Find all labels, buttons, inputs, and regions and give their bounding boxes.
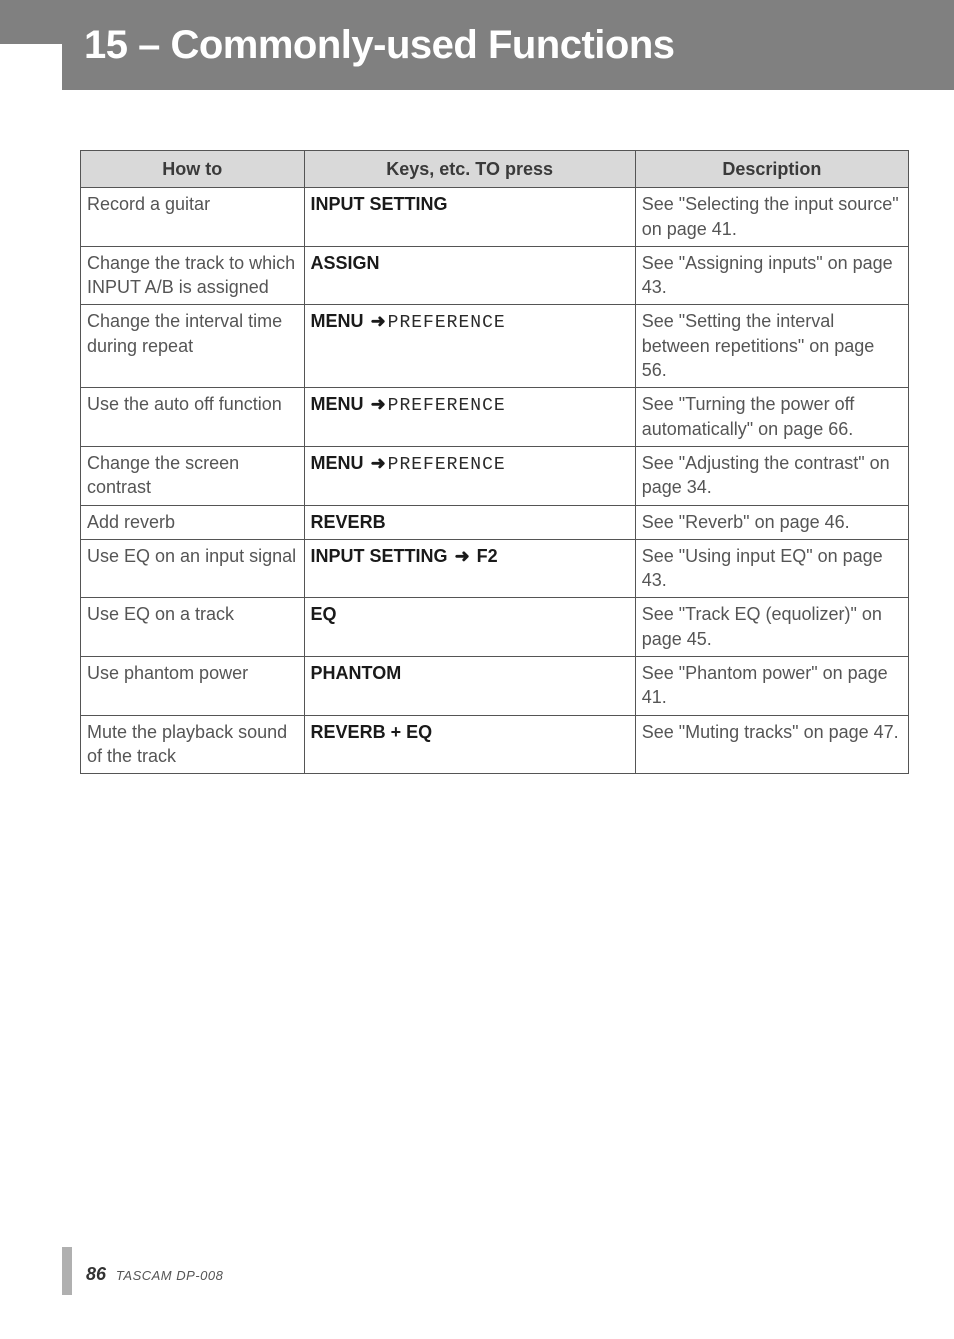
key-text: PREFERENCE [388, 455, 506, 475]
chapter-header: 15 – Commonly-used Functions [62, 0, 954, 90]
key-text: INPUT SETTING [311, 194, 448, 214]
table-row: Use EQ on a track EQ See "Track EQ (equol… [81, 598, 909, 657]
table-row: Record a guitar INPUT SETTING See "Select… [81, 188, 909, 247]
cell-keys: INPUT SETTING ➜ F2 [304, 539, 635, 598]
arrow-icon: ➜ [369, 453, 388, 473]
key-text: PREFERENCE [388, 396, 506, 416]
cell-how: Add reverb [81, 505, 305, 539]
key-text: REVERB [311, 512, 386, 532]
cell-keys: MENU ➜PREFERENCE [304, 388, 635, 447]
chapter-title: 15 – Commonly-used Functions [84, 23, 675, 68]
cell-keys: PHANTOM [304, 657, 635, 716]
arrow-icon: ➜ [369, 311, 388, 331]
key-text: F2 [472, 546, 498, 566]
table-row: Change the interval time during repeatME… [81, 305, 909, 388]
table-row: Use the auto off functionMENU ➜PREFERENC… [81, 388, 909, 447]
cell-how: Use phantom power [81, 657, 305, 716]
th-desc: Description [635, 151, 908, 188]
cell-keys: MENU ➜PREFERENCE [304, 305, 635, 388]
cell-keys: MENU ➜PREFERENCE [304, 446, 635, 505]
table-row: Change the track to which INPUT A/B is a… [81, 246, 909, 305]
cell-keys: REVERB + EQ [304, 715, 635, 774]
table-row: Change the screen contrastMENU ➜PREFEREN… [81, 446, 909, 505]
cell-how: Record a guitar [81, 188, 305, 247]
page-number: 86 [86, 1264, 106, 1284]
cell-how: Use EQ on a track [81, 598, 305, 657]
cell-desc: See "Phantom power" on page 41. [635, 657, 908, 716]
cell-keys: INPUT SETTING [304, 188, 635, 247]
table-row: Mute the playback sound of the track REVE… [81, 715, 909, 774]
cell-how: Use EQ on an input signal [81, 539, 305, 598]
arrow-icon: ➜ [369, 394, 388, 414]
cell-how: Change the screen contrast [81, 446, 305, 505]
cell-how: Mute the playback sound of the track [81, 715, 305, 774]
key-text: EQ [311, 604, 337, 624]
functions-table: How to Keys, etc. TO press Description R… [80, 150, 909, 774]
table-row: Use phantom power PHANTOM See "Phantom po… [81, 657, 909, 716]
table-row: Add reverb REVERB See "Reverb" on page 46… [81, 505, 909, 539]
cell-desc: See "Reverb" on page 46. [635, 505, 908, 539]
footer-text: 86 TASCAM DP-008 [86, 1264, 223, 1285]
cell-how: Change the track to which INPUT A/B is a… [81, 246, 305, 305]
th-how: How to [81, 151, 305, 188]
th-keys: Keys, etc. TO press [304, 151, 635, 188]
key-text: ASSIGN [311, 253, 380, 273]
key-text: INPUT SETTING [311, 546, 453, 566]
cell-keys: ASSIGN [304, 246, 635, 305]
key-text: MENU [311, 311, 364, 331]
key-text: PHANTOM [311, 663, 402, 683]
content-area: How to Keys, etc. TO press Description R… [80, 150, 909, 774]
side-tab-decor [0, 0, 62, 44]
cell-desc: See "Turning the power off automatically… [635, 388, 908, 447]
key-text: MENU [311, 453, 364, 473]
cell-how: Use the auto off function [81, 388, 305, 447]
cell-how: Change the interval time during repeat [81, 305, 305, 388]
cell-desc: See "Adjusting the contrast" on page 34. [635, 446, 908, 505]
cell-keys: REVERB [304, 505, 635, 539]
cell-desc: See "Selecting the input source" on page… [635, 188, 908, 247]
product-name: TASCAM DP-008 [116, 1268, 223, 1283]
table-row: Use EQ on an input signalINPUT SETTING ➜… [81, 539, 909, 598]
key-text: PREFERENCE [388, 313, 506, 333]
key-text: REVERB + EQ [311, 722, 433, 742]
cell-desc: See "Setting the interval between repeti… [635, 305, 908, 388]
cell-desc: See "Using input EQ" on page 43. [635, 539, 908, 598]
table-header-row: How to Keys, etc. TO press Description [81, 151, 909, 188]
cell-desc: See "Muting tracks" on page 47. [635, 715, 908, 774]
cell-desc: See "Track EQ (equolizer)" on page 45. [635, 598, 908, 657]
cell-desc: See "Assigning inputs" on page 43. [635, 246, 908, 305]
arrow-icon: ➜ [453, 546, 472, 566]
cell-keys: EQ [304, 598, 635, 657]
footer-tab-decor [62, 1247, 72, 1295]
key-text: MENU [311, 394, 364, 414]
